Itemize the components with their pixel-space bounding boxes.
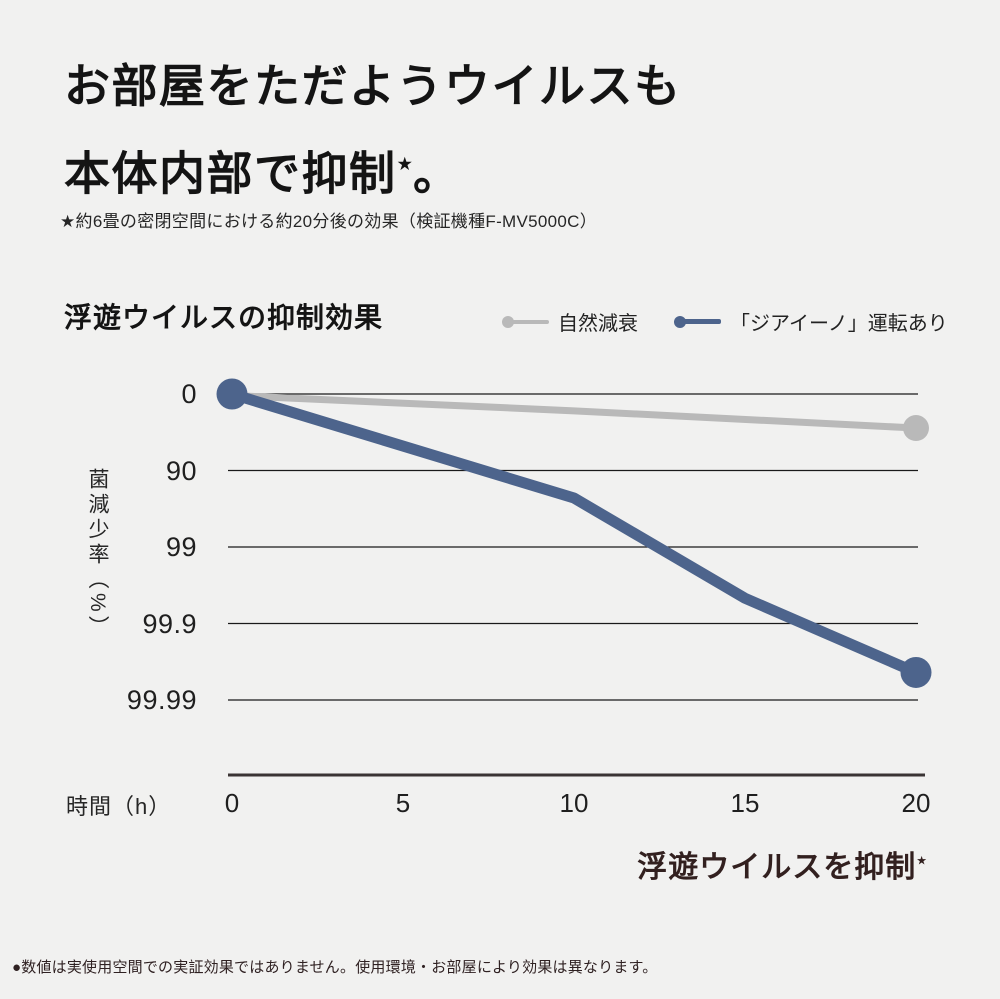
y-axis-label: 菌減少率（%）	[86, 468, 109, 641]
x-tick-label: 15	[730, 788, 760, 818]
x-tick-label: 10	[559, 788, 589, 818]
page-title-line1: お部屋をただようウイルスも	[64, 60, 682, 112]
legend-item-1: 「ジアイーノ」運転あり	[674, 307, 948, 336]
legend-label: 「ジアイーノ」運転あり	[730, 313, 948, 335]
legend-dot-icon	[674, 315, 686, 328]
series-end-marker-1	[900, 656, 932, 688]
series-line-0	[228, 392, 920, 432]
legend-line-dot-icon	[674, 315, 721, 329]
x-tick-label: 5	[395, 788, 411, 818]
y-tick-label: 99	[165, 532, 197, 562]
x-tick-label: 0	[224, 788, 240, 818]
y-tick-label: 0	[181, 379, 197, 409]
footnote-star-icon: ★	[916, 853, 927, 868]
legend-line-dot-icon	[502, 315, 549, 329]
disclaimer-footnote: ●数値は実使用空間での実証効果ではありません。使用環境・お部屋により効果は異なり…	[12, 959, 658, 976]
footnote-star-icon: ★	[396, 153, 414, 174]
page-title: お部屋をただようウイルスも 本体内部で抑制★。	[64, 48, 682, 212]
legend-line-icon	[507, 319, 549, 324]
conclusion-text: 浮遊ウイルスを抑制★	[637, 851, 927, 884]
legend-dot-icon	[502, 315, 514, 328]
page-title-line2: 本体内部で抑制★。	[64, 147, 461, 200]
x-axis-caption: 時間（h）	[66, 794, 172, 819]
legend-label: 自然減衰	[558, 313, 638, 335]
x-tick-label: 20	[901, 788, 931, 818]
y-tick-label: 90	[165, 455, 197, 486]
chart-legend: 自然減衰 「ジアイーノ」運転あり	[502, 307, 948, 336]
series-end-marker-0	[903, 415, 929, 442]
series-start-marker-1	[216, 378, 248, 410]
y-tick-label: 99.9	[142, 608, 197, 639]
condition-footnote: ★約6畳の密閉空間における約20分後の効果（検証機種F-MV5000C）	[60, 212, 598, 231]
legend-line-icon	[679, 319, 721, 324]
legend-item-0: 自然減衰	[502, 307, 638, 336]
y-tick-label: 99.99	[126, 685, 197, 715]
series-line-1	[226, 388, 922, 678]
chart-title: 浮遊ウイルスの抑制効果	[64, 302, 384, 333]
